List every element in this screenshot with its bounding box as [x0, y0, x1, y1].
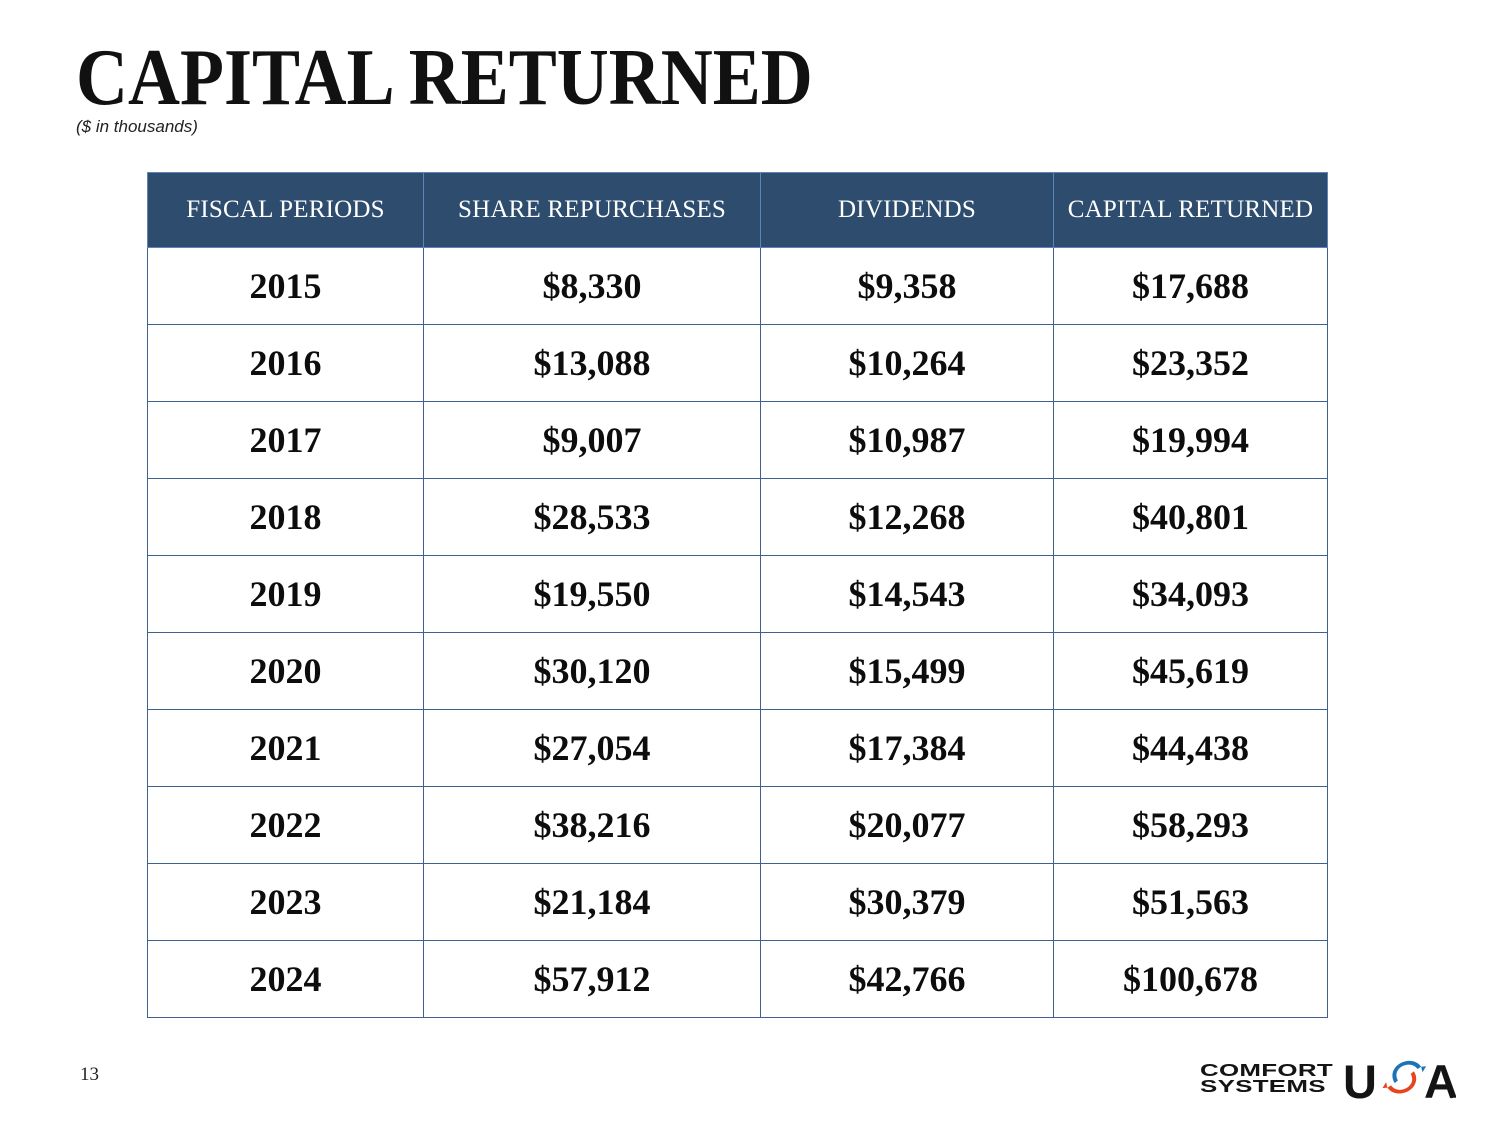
svg-text:SYSTEMS: SYSTEMS [1200, 1076, 1326, 1096]
svg-text:U: U [1343, 1057, 1375, 1102]
